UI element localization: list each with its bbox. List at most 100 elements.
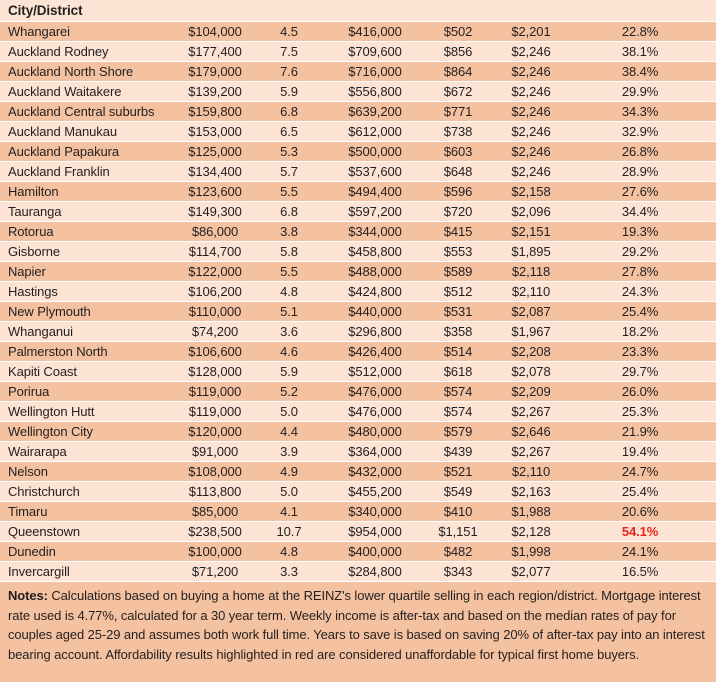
table-cell: $455,200 <box>348 484 402 499</box>
table-row: Auckland Manukau $153,000 6.5 $612,000 $738 $… <box>0 122 716 142</box>
table-cell: $424,800 <box>348 284 402 299</box>
table-cell: $122,000 <box>188 264 242 279</box>
table-cell: $439 <box>443 444 473 459</box>
table-cell: $114,700 <box>188 244 242 259</box>
table-cell: $597,200 <box>348 204 402 219</box>
table-cell: $2,209 <box>511 384 551 399</box>
table-cell: $2,646 <box>511 424 551 439</box>
table-row: Hamilton $123,600 5.5 $494,400 $596 $2,158 27.… <box>0 182 716 202</box>
table-cell: $296,800 <box>348 324 402 339</box>
notes-text: Calculations based on buying a home at t… <box>8 588 705 662</box>
table-cell: 29.2% <box>621 244 659 259</box>
city-cell: Dunedin <box>8 544 56 559</box>
table-cell: $2,246 <box>511 164 551 179</box>
table-cell: $410 <box>443 504 473 519</box>
table-cell: 3.6 <box>280 324 298 339</box>
city-cell: Whangarei <box>8 24 70 39</box>
table-cell: 5.0 <box>280 484 298 499</box>
table-cell: $589 <box>443 264 473 279</box>
table-cell: 26.8% <box>621 144 659 159</box>
city-cell: Auckland Rodney <box>8 44 109 59</box>
table-cell: $110,000 <box>188 304 242 319</box>
table-cell: $113,800 <box>188 484 242 499</box>
table-cell: $2,267 <box>511 444 551 459</box>
table-cell: $125,000 <box>188 144 242 159</box>
table-cell: $514 <box>443 344 473 359</box>
table-cell: $340,000 <box>348 504 402 519</box>
notes-section: Notes: Calculations based on buying a ho… <box>0 582 716 682</box>
table-row: Palmerston North $106,600 4.6 $426,400 $514 $… <box>0 342 716 362</box>
table-cell: 24.1% <box>621 544 659 559</box>
table-cell: $364,000 <box>348 444 402 459</box>
table-header: City/District <box>0 0 716 22</box>
city-cell: Nelson <box>8 464 48 479</box>
table-cell: $1,895 <box>511 244 551 259</box>
table-cell: 29.9% <box>621 84 659 99</box>
table-cell: $415 <box>443 224 473 239</box>
city-cell: Hamilton <box>8 184 59 199</box>
table-cell: $2,077 <box>511 564 551 579</box>
table-cell: $2,110 <box>511 464 551 479</box>
table-row: Wellington City $120,000 4.4 $480,000 $579 $2… <box>0 422 716 442</box>
city-cell: Auckland Central suburbs <box>8 104 155 119</box>
city-cell: Queenstown <box>8 524 80 539</box>
table-cell: $639,200 <box>348 104 402 119</box>
table-cell: 5.0 <box>280 404 298 419</box>
table-cell: 6.8 <box>280 104 298 119</box>
city-cell: Wellington Hutt <box>8 404 95 419</box>
table-cell: $864 <box>443 64 473 79</box>
table-cell: $2,246 <box>511 84 551 99</box>
table-cell: $2,078 <box>511 364 551 379</box>
table-cell: $2,246 <box>511 144 551 159</box>
table-cell: 3.8 <box>280 224 298 239</box>
table-cell: $238,500 <box>188 524 242 539</box>
table-cell: $74,200 <box>191 324 239 339</box>
table-row: Timaru $85,000 4.1 $340,000 $410 $1,988 20.6% <box>0 502 716 522</box>
table-cell: $1,151 <box>438 524 478 539</box>
table-cell: 25.3% <box>621 404 659 419</box>
table-cell: $2,087 <box>511 304 551 319</box>
table-row: Auckland Franklin $134,400 5.7 $537,600 $648… <box>0 162 716 182</box>
table-cell: 4.8 <box>280 284 298 299</box>
table-cell: $648 <box>443 164 473 179</box>
table-cell: 6.8 <box>280 204 298 219</box>
table-cell: 5.9 <box>280 84 298 99</box>
table-row: Rotorua $86,000 3.8 $344,000 $415 $2,151 19.3% <box>0 222 716 242</box>
table-row: Auckland Central suburbs $159,800 6.8 $639,… <box>0 102 716 122</box>
table-cell: $71,200 <box>191 564 239 579</box>
table-cell: 19.4% <box>621 444 659 459</box>
table-cell: 5.1 <box>280 304 298 319</box>
table-cell: $553 <box>443 244 473 259</box>
table-row: Whanganui $74,200 3.6 $296,800 $358 $1,967 18.… <box>0 322 716 342</box>
city-cell: Rotorua <box>8 224 54 239</box>
table-row: Wairarapa $91,000 3.9 $364,000 $439 $2,267 19.… <box>0 442 716 462</box>
table-cell: 21.9% <box>621 424 659 439</box>
table-cell: 16.5% <box>621 564 659 579</box>
table-cell: $120,000 <box>188 424 242 439</box>
column-header-city-district: City/District <box>8 3 83 18</box>
table-cell: $100,000 <box>188 544 242 559</box>
table-cell: 34.3% <box>621 104 659 119</box>
table-row: Whangarei $104,000 4.5 $416,000 $502 $2,201 22… <box>0 22 716 42</box>
table-cell: 3.3 <box>280 564 298 579</box>
table-cell: 27.8% <box>621 264 659 279</box>
table-cell: 6.5 <box>280 124 298 139</box>
table-cell: $119,000 <box>188 404 242 419</box>
table-cell: $738 <box>443 124 473 139</box>
table-cell: $86,000 <box>191 224 239 239</box>
table-cell: $2,151 <box>511 224 551 239</box>
city-cell: Auckland Franklin <box>8 164 110 179</box>
table-cell: $2,201 <box>511 24 551 39</box>
table-cell: $179,000 <box>188 64 242 79</box>
city-cell: New Plymouth <box>8 304 91 319</box>
table-cell: $716,000 <box>348 64 402 79</box>
table-row: Queenstown $238,500 10.7 $954,000 $1,151 $2,1… <box>0 522 716 542</box>
city-cell: Porirua <box>8 384 50 399</box>
table-cell: $358 <box>443 324 473 339</box>
table-cell: $343 <box>443 564 473 579</box>
table-cell: $579 <box>443 424 473 439</box>
table-row: Kapiti Coast $128,000 5.9 $512,000 $618 $2,07… <box>0 362 716 382</box>
city-cell: Auckland Waitakere <box>8 84 122 99</box>
table-row: Nelson $108,000 4.9 $432,000 $521 $2,110 24.7% <box>0 462 716 482</box>
